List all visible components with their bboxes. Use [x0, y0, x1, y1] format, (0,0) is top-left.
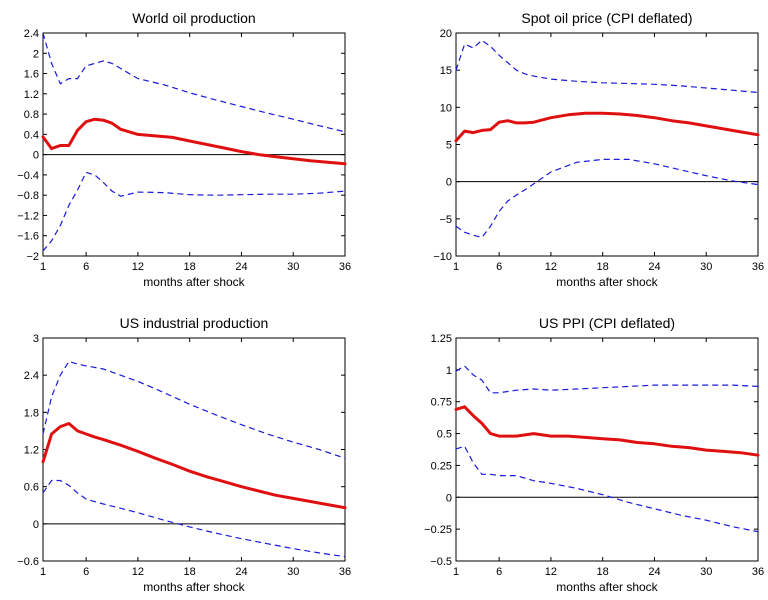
- y-tick-label: −0.25: [424, 524, 452, 536]
- x-tick-label: 30: [287, 261, 299, 273]
- impulse-response-line: [41, 117, 347, 166]
- x-tick-label: 36: [339, 566, 351, 578]
- x-tick-label: 6: [83, 261, 89, 273]
- y-tick-label: −0.5: [430, 556, 452, 568]
- y-tick-label: 0: [33, 519, 39, 531]
- chart-panel-3: US industrial production −0.6 0 0.6 1.2 1.8 2.…: [17, 315, 351, 594]
- x-tick-label: 30: [700, 261, 712, 273]
- y-tick-label: −2: [26, 251, 39, 263]
- confidence-band-lower: [42, 171, 346, 252]
- confidence-band-lower: [42, 479, 346, 558]
- y-tick-label: 5: [446, 140, 452, 152]
- x-tick-label: 12: [545, 261, 557, 273]
- y-tick-label: −0.8: [17, 190, 39, 202]
- plot-frame: [455, 32, 759, 257]
- x-tick-label: 6: [496, 566, 502, 578]
- chart-panel-4: US PPI (CPI deflated) −0.5 −0.25 0 0.25 0.5 0.…: [424, 315, 764, 594]
- x-tick-label: 18: [597, 566, 609, 578]
- y-tick-label: 1.6: [24, 69, 39, 81]
- plot-frame: [42, 337, 346, 562]
- y-tick-label: 0.25: [431, 460, 452, 472]
- x-tick-label: 18: [184, 566, 196, 578]
- x-tick-label: 36: [752, 261, 764, 273]
- x-tick-label: 6: [496, 261, 502, 273]
- x-axis-label: months after shock: [143, 275, 245, 289]
- chart-title: US PPI (CPI deflated): [539, 315, 675, 331]
- impulse-response-line: [41, 422, 347, 510]
- y-tick-label: −1.2: [17, 210, 39, 222]
- plot-frame: [455, 337, 759, 562]
- y-tick-label: −0.4: [17, 170, 39, 182]
- confidence-band-upper: [42, 32, 346, 133]
- chart-title: World oil production: [132, 10, 255, 26]
- x-tick-label: 12: [132, 566, 144, 578]
- y-tick-label: 1.2: [24, 445, 39, 457]
- confidence-band-upper: [42, 360, 346, 459]
- x-axis-label: months after shock: [556, 580, 658, 594]
- y-tick-label: 0.4: [24, 129, 39, 141]
- x-tick-label: 1: [453, 566, 459, 578]
- x-tick-label: 6: [83, 566, 89, 578]
- confidence-band-upper: [455, 39, 759, 94]
- x-tick-label: 24: [648, 566, 660, 578]
- confidence-band-lower: [455, 158, 759, 239]
- y-tick-label: 0: [446, 177, 452, 189]
- y-tick-label: 20: [440, 28, 452, 40]
- y-tick-label: 2: [33, 48, 39, 60]
- x-tick-label: 1: [40, 566, 46, 578]
- y-tick-label: 1: [446, 365, 452, 377]
- y-tick-label: −0.6: [17, 556, 39, 568]
- y-tick-label: 2.4: [24, 28, 39, 40]
- x-tick-label: 24: [235, 566, 247, 578]
- x-tick-label: 12: [545, 566, 557, 578]
- x-axis-label: months after shock: [556, 275, 658, 289]
- x-tick-label: 36: [339, 261, 351, 273]
- x-tick-label: 30: [700, 566, 712, 578]
- chart-title: Spot oil price (CPI deflated): [521, 10, 692, 26]
- plot-frame: [42, 32, 346, 257]
- y-tick-label: 0.5: [437, 429, 452, 441]
- y-tick-label: 0.8: [24, 109, 39, 121]
- impulse-response-line: [454, 405, 760, 457]
- y-tick-label: 0.75: [431, 397, 452, 409]
- x-tick-label: 1: [453, 261, 459, 273]
- y-tick-label: −1.6: [17, 231, 39, 243]
- x-axis-label: months after shock: [143, 580, 245, 594]
- x-tick-label: 30: [287, 566, 299, 578]
- impulse-response-line: [454, 111, 760, 143]
- y-tick-label: −10: [433, 251, 452, 263]
- y-tick-label: 1.8: [24, 407, 39, 419]
- y-tick-label: 0.6: [24, 482, 39, 494]
- y-tick-label: 10: [440, 102, 452, 114]
- y-tick-label: 1.25: [431, 333, 452, 345]
- chart-panel-1: World oil production −2 −1.6 −1.2 −0.8 −0.4 0 0…: [17, 10, 351, 289]
- y-tick-label: 0: [33, 150, 39, 162]
- chart-panel-2: Spot oil price (CPI deflated) −10 −5 0 5 10 15…: [433, 10, 764, 289]
- x-tick-label: 18: [597, 261, 609, 273]
- x-tick-label: 36: [752, 566, 764, 578]
- y-tick-label: 3: [33, 333, 39, 345]
- x-tick-label: 24: [235, 261, 247, 273]
- chart-title: US industrial production: [120, 315, 269, 331]
- confidence-band-upper: [455, 365, 759, 394]
- y-tick-label: −5: [439, 214, 452, 226]
- y-tick-label: 2.4: [24, 370, 39, 382]
- x-tick-label: 1: [40, 261, 46, 273]
- y-tick-label: 1.2: [24, 89, 39, 101]
- y-tick-label: 0: [446, 492, 452, 504]
- confidence-band-lower: [455, 445, 759, 533]
- x-tick-label: 18: [184, 261, 196, 273]
- y-tick-label: 15: [440, 65, 452, 77]
- x-tick-label: 24: [648, 261, 660, 273]
- x-tick-label: 12: [132, 261, 144, 273]
